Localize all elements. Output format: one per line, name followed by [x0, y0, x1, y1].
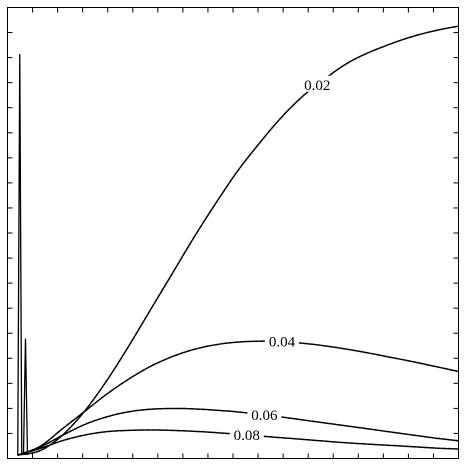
curve-label-0.06: 0.06: [251, 408, 278, 424]
curve-label-background: [265, 332, 299, 349]
curve-group: [17, 25, 459, 456]
curve-label-background: [247, 406, 282, 423]
plot-frame: [7, 7, 459, 459]
curve-label-0.08: 0.08: [234, 428, 260, 444]
curve-label-group: 0.02 0.04 0.06 0.08: [229, 75, 335, 444]
curve-label-background: [300, 75, 335, 92]
spike-group: [17, 54, 29, 456]
spike-0: [17, 54, 23, 456]
axis-ticks: [7, 7, 459, 459]
curve-0.04: [17, 340, 459, 456]
spike-1: [22, 338, 29, 456]
curve-0.02: [17, 25, 459, 456]
curve-label-background: [229, 426, 264, 443]
curve-label-0.02: 0.02: [304, 78, 330, 94]
curve-0.06: [17, 407, 459, 456]
curve-label-0.04: 0.04: [269, 335, 296, 351]
